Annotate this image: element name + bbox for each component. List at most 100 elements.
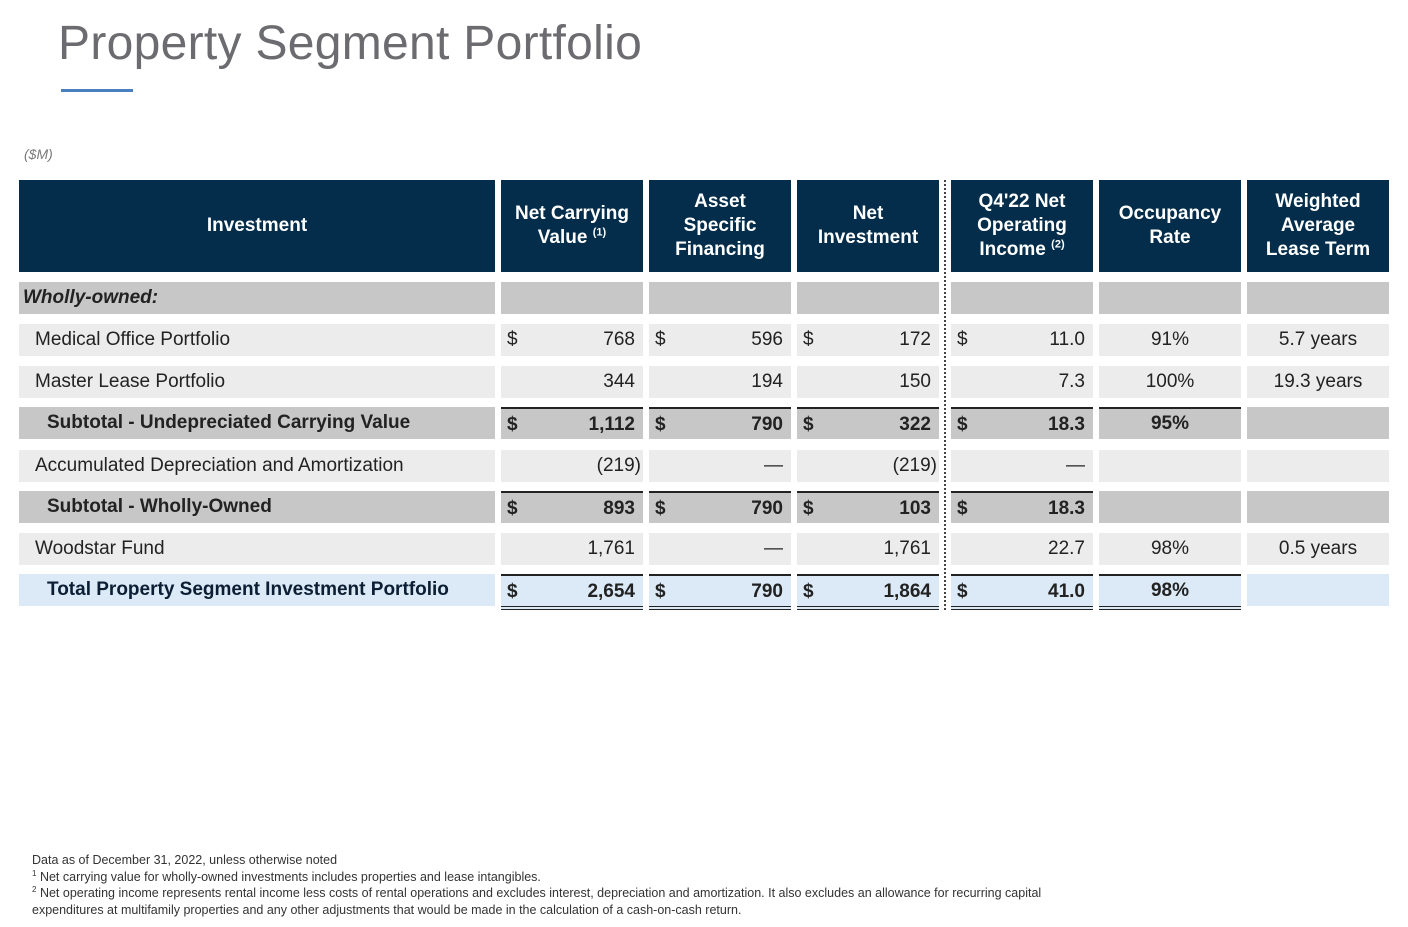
header-asf-line2: Specific: [683, 215, 757, 236]
value: 11.0: [1049, 329, 1085, 350]
cell-subtotal-wo-noi: $18.3: [951, 491, 1093, 523]
footnote-2-continued: expenditures at multifamily properties a…: [32, 902, 742, 917]
currency-symbol: $: [655, 329, 666, 350]
cell-medical-walt: 5.7 years: [1247, 324, 1389, 356]
value: 1,761: [587, 538, 635, 559]
row-label-subtotal-undepreciated: Subtotal - Undepreciated Carrying Value: [19, 407, 495, 439]
cell-master-walt: 19.3 years: [1247, 366, 1389, 398]
currency-symbol: $: [957, 581, 968, 602]
footnote-ref-2: (2): [1051, 238, 1065, 251]
header-ncv-line2: Value (1): [538, 226, 606, 250]
footnote-2: 2 Net operating income represents rental…: [32, 885, 1332, 902]
value: 790: [751, 414, 783, 435]
value: —: [764, 538, 783, 559]
currency-symbol: $: [507, 329, 518, 350]
value: 1,112: [588, 414, 636, 435]
cell-master-noi: 7.3: [951, 366, 1093, 398]
section-cell: [951, 282, 1093, 314]
currency-symbol: $: [957, 498, 968, 519]
units-note: ($M): [24, 146, 53, 162]
footnotes: Data as of December 31, 2022, unless oth…: [32, 852, 1332, 918]
value: 1,864: [883, 581, 931, 602]
cell-master-occ: 100%: [1099, 366, 1241, 398]
header-ni-line1: Net: [852, 203, 884, 224]
value: 344: [603, 371, 635, 392]
header-asset-specific-financing: Asset Specific Financing: [649, 180, 791, 272]
footnote-data-as-of: Data as of December 31, 2022, unless oth…: [32, 853, 338, 867]
header-net-investment: Net Investment: [797, 180, 939, 272]
value: 768: [603, 329, 635, 350]
header-investment-label: Investment: [206, 215, 308, 236]
currency-symbol: $: [803, 581, 814, 602]
cell-woodstar-asf: —: [649, 533, 791, 565]
cell-master-asf: 194: [649, 366, 791, 398]
currency-symbol: $: [803, 414, 814, 435]
currency-symbol: $: [507, 581, 518, 602]
row-label-master-lease: Master Lease Portfolio: [19, 366, 495, 398]
cell-woodstar-occ: 98%: [1099, 533, 1241, 565]
section-label-wholly-owned: Wholly-owned:: [19, 282, 495, 314]
page-title: Property Segment Portfolio: [58, 17, 643, 70]
value: 172: [899, 329, 931, 350]
value: 22.7: [1048, 538, 1085, 559]
cell-total-asf: $790: [649, 574, 791, 610]
header-asf-line3: Financing: [675, 239, 765, 260]
cell-accum-noi: —: [951, 450, 1093, 482]
cell-accum-ni: (219): [797, 450, 939, 482]
cell-accum-asf: —: [649, 450, 791, 482]
currency-symbol: $: [655, 581, 666, 602]
cell-total-occ: 98%: [1099, 574, 1241, 610]
value: 150: [899, 371, 931, 392]
value: 18.3: [1048, 498, 1085, 519]
section-cell: [1247, 282, 1389, 314]
cell-subtotal-undep-noi: $18.3: [951, 407, 1093, 439]
row-label-subtotal-wholly-owned: Subtotal - Wholly-Owned: [19, 491, 495, 523]
header-walt-line3: Lease Term: [1265, 239, 1371, 260]
header-noi-line3: Income (2): [979, 238, 1064, 262]
cell-subtotal-wo-asf: $790: [649, 491, 791, 523]
value: (219): [892, 455, 937, 476]
header-noi-line3-text: Income: [979, 239, 1046, 260]
header-ncv-line2-text: Value: [537, 227, 588, 248]
row-label-accumulated-depreciation: Accumulated Depreciation and Amortizatio…: [19, 450, 495, 482]
cell-total-ncv: $2,654: [501, 574, 643, 610]
value: (219): [596, 455, 641, 476]
section-cell: [501, 282, 643, 314]
currency-symbol: $: [957, 329, 968, 350]
value: 790: [751, 498, 783, 519]
cell-medical-noi: $11.0: [951, 324, 1093, 356]
currency-symbol: $: [803, 498, 814, 519]
value: 596: [751, 329, 783, 350]
footnote-1: 1 Net carrying value for wholly-owned in…: [32, 869, 1332, 886]
header-occ-line2: Rate: [1149, 227, 1191, 248]
title-underline: [61, 89, 133, 92]
row-label-woodstar-fund: Woodstar Fund: [19, 533, 495, 565]
value: —: [764, 455, 783, 476]
currency-symbol: $: [507, 414, 518, 435]
value: 1,761: [883, 538, 931, 559]
cell-subtotal-wo-ncv: $893: [501, 491, 643, 523]
header-net-operating-income: Q4'22 Net Operating Income (2): [951, 180, 1093, 272]
cell-subtotal-undep-ncv: $1,112: [501, 407, 643, 439]
footnote-1-mark: 1: [32, 868, 37, 878]
cell-master-ni: 150: [797, 366, 939, 398]
header-investment: Investment: [19, 180, 495, 272]
cell-total-walt: [1247, 574, 1389, 606]
row-label-medical-office: Medical Office Portfolio: [19, 324, 495, 356]
value: 194: [751, 371, 783, 392]
header-occupancy-rate: Occupancy Rate: [1099, 180, 1241, 272]
footnote-2-mark: 2: [32, 884, 37, 894]
section-cell: [1099, 282, 1241, 314]
header-ncv-line1: Net Carrying: [514, 203, 630, 224]
header-net-carrying-value: Net Carrying Value (1): [501, 180, 643, 272]
cell-accum-occ: [1099, 450, 1241, 482]
header-occ-line1: Occupancy: [1118, 203, 1222, 224]
currency-symbol: $: [655, 414, 666, 435]
value: 103: [899, 498, 931, 519]
cell-subtotal-wo-ni: $103: [797, 491, 939, 523]
section-cell: [649, 282, 791, 314]
cell-medical-ni: $172: [797, 324, 939, 356]
value: 18.3: [1048, 414, 1085, 435]
value: —: [1066, 455, 1085, 476]
value: 790: [751, 581, 783, 602]
